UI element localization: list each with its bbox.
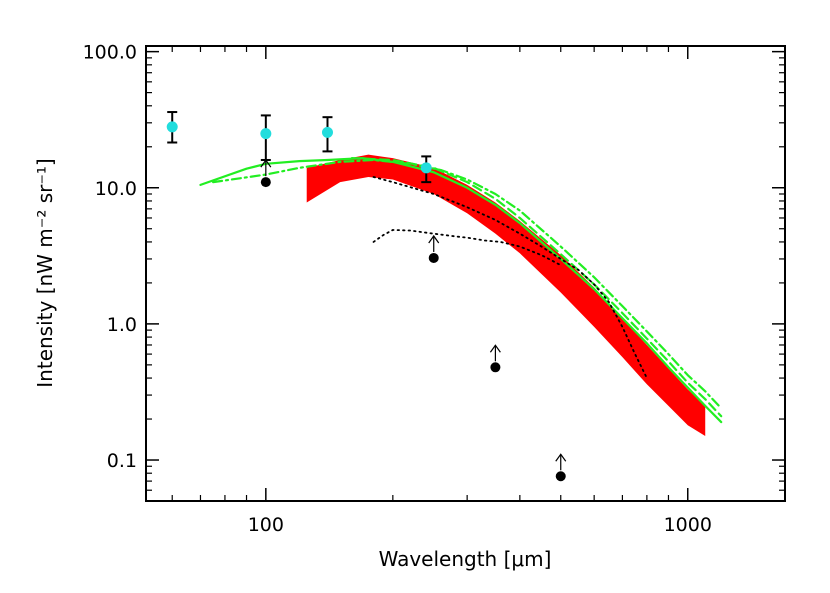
- series-line-5: [372, 229, 562, 267]
- tick-labels: 100 1000 0.1 1.0 10.0 100.0: [83, 42, 712, 536]
- lower-limit-point-3: [555, 471, 566, 482]
- cyan-point-0: [166, 121, 178, 133]
- red-band-layer: [306, 154, 706, 437]
- y-tick-label-1: 1.0: [107, 314, 137, 336]
- data-points-layer: [166, 111, 567, 482]
- plot-frame: [145, 45, 786, 502]
- series-lines-layer: [199, 157, 723, 424]
- x-axis-title: Wavelength [μm]: [379, 547, 552, 571]
- limit-arrow-head-0: [260, 159, 272, 168]
- cyan-point-2: [321, 126, 333, 138]
- cyan-point-3: [420, 162, 432, 174]
- y-tick-label-3: 100.0: [83, 42, 137, 64]
- x-tick-label-0: 100: [248, 514, 284, 536]
- y-tick-label-0: 0.1: [107, 450, 137, 472]
- y-tick-label-2: 10.0: [95, 178, 137, 200]
- limit-arrow-head-2: [489, 344, 501, 353]
- limit-arrow-head-1: [428, 234, 440, 244]
- x-tick-label-1: 1000: [664, 514, 712, 536]
- series-band-0: [306, 154, 706, 437]
- limit-arrow-head-3: [555, 453, 567, 462]
- series-line-3: [212, 158, 723, 410]
- cyan-point-1: [260, 128, 272, 140]
- y-axis-title: Intensity [nW m⁻² sr⁻¹]: [33, 158, 57, 387]
- lower-limit-point-1: [428, 252, 439, 263]
- series-line-4: [372, 176, 648, 379]
- lower-limit-point-2: [490, 362, 501, 373]
- axis-ticks: [146, 46, 785, 502]
- series-line-1: [199, 157, 723, 424]
- lower-limit-point-0: [260, 177, 271, 188]
